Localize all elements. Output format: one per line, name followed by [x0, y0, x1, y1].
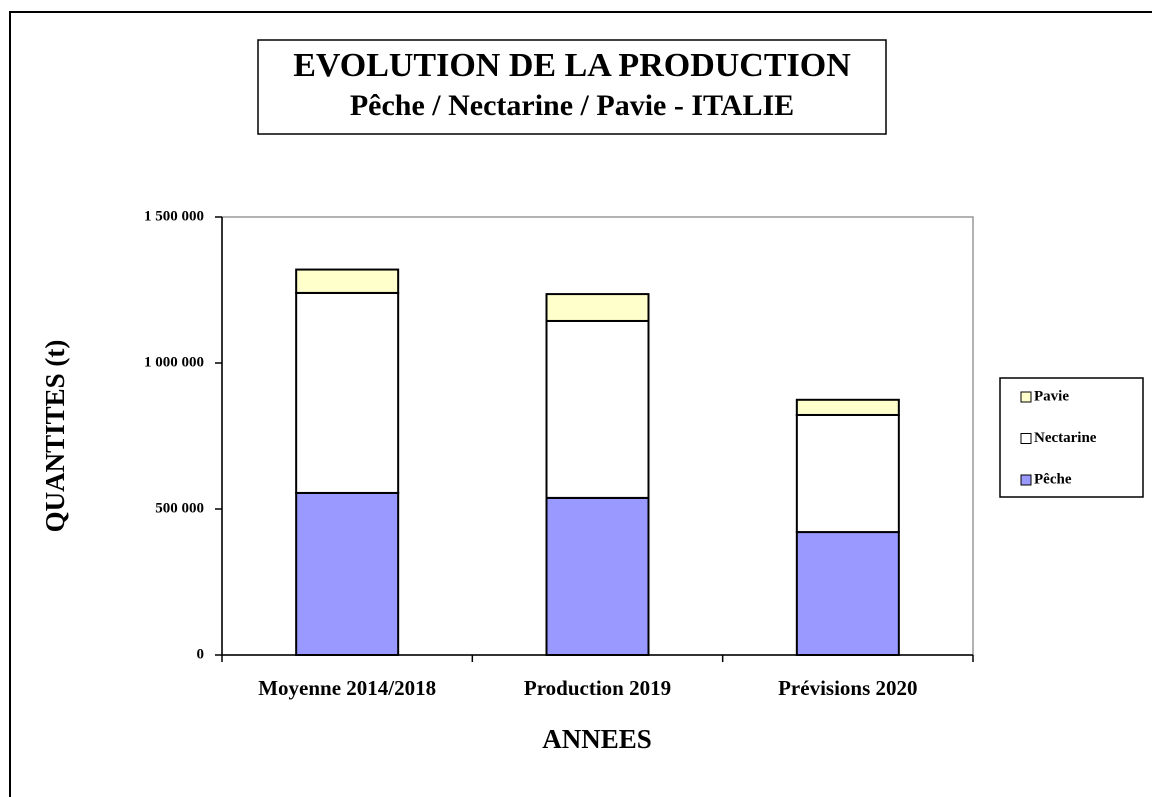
bar-segment [295, 291, 400, 494]
x-tick-label: Production 2019 [524, 676, 671, 700]
bar-segment [545, 319, 650, 499]
bar-segment [295, 268, 400, 294]
y-tick-label: 1 000 000 [144, 354, 204, 370]
legend-label: Pavie [1034, 388, 1069, 404]
x-axis-title: ANNEES [542, 724, 652, 754]
chart-subtitle: Pêche / Nectarine / Pavie - ITALIE [350, 89, 794, 122]
bar-segment [545, 293, 650, 322]
y-tick-label: 0 [197, 646, 205, 662]
legend-swatch [1020, 474, 1032, 486]
x-tick-label: Prévisions 2020 [778, 676, 917, 700]
title-box [257, 39, 887, 135]
y-tick-label: 500 000 [155, 500, 204, 516]
bar-segment [795, 413, 900, 534]
x-tick-label: Moyenne 2014/2018 [258, 676, 436, 700]
bar-segment [295, 491, 400, 656]
legend-label: Nectarine [1034, 430, 1097, 446]
chart-title: EVOLUTION DE LA PRODUCTION [293, 47, 851, 84]
bar-segment [795, 531, 900, 656]
bar-segment [545, 496, 650, 656]
legend-swatch [1020, 391, 1032, 403]
legend-label: Pêche [1034, 471, 1072, 487]
bar-segment [795, 398, 900, 416]
y-axis-title: QUANTITES (t) [40, 340, 70, 533]
legend-swatch [1020, 433, 1032, 444]
y-tick-label: 1 500 000 [144, 208, 204, 224]
